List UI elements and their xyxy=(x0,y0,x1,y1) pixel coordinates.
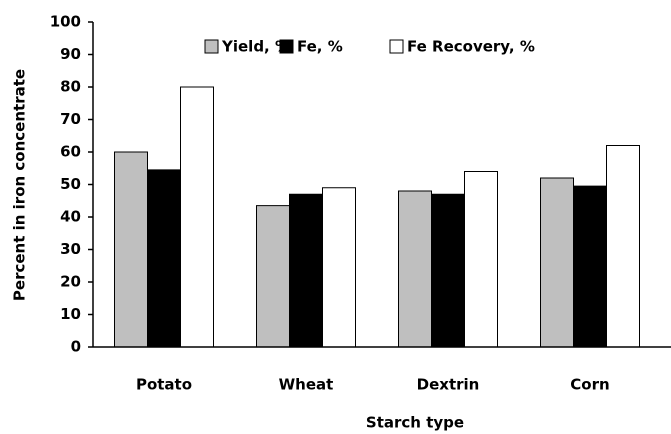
bar xyxy=(606,145,640,348)
y-tick-label: 60 xyxy=(60,143,81,161)
legend-label: Yield, % xyxy=(221,38,290,56)
x-axis-label: Starch type xyxy=(366,414,464,432)
legend-swatch xyxy=(389,39,404,54)
y-tick-label: 70 xyxy=(60,110,81,128)
bar xyxy=(114,151,148,348)
y-tick-label: 10 xyxy=(60,305,81,323)
bar xyxy=(180,86,214,348)
bar xyxy=(573,185,607,348)
legend-swatch xyxy=(279,39,294,54)
y-tick-label: 40 xyxy=(60,208,81,226)
bar xyxy=(256,205,290,348)
legend-label: Fe, % xyxy=(297,38,343,56)
y-tick-label: 100 xyxy=(50,13,81,31)
y-tick-label: 30 xyxy=(60,240,81,258)
bar xyxy=(147,169,181,348)
legend-swatch xyxy=(204,39,219,54)
y-tick-label: 90 xyxy=(60,45,81,63)
bar xyxy=(322,187,356,348)
y-tick-label: 20 xyxy=(60,273,81,291)
x-tick-label: Potato xyxy=(136,376,192,394)
x-tick-label: Dextrin xyxy=(417,376,480,394)
legend-label: Fe Recovery, % xyxy=(407,38,535,56)
y-tick-label: 0 xyxy=(71,338,81,356)
x-tick-label: Corn xyxy=(570,376,609,394)
y-axis-label: Percent in iron concentrate xyxy=(11,69,29,301)
bar xyxy=(464,171,498,348)
y-tick-label: 80 xyxy=(60,78,81,96)
y-tick-label: 50 xyxy=(60,175,81,193)
bar xyxy=(398,190,432,348)
bar xyxy=(289,193,323,348)
bar xyxy=(431,193,465,348)
bar xyxy=(540,177,574,348)
x-tick-label: Wheat xyxy=(279,376,334,394)
